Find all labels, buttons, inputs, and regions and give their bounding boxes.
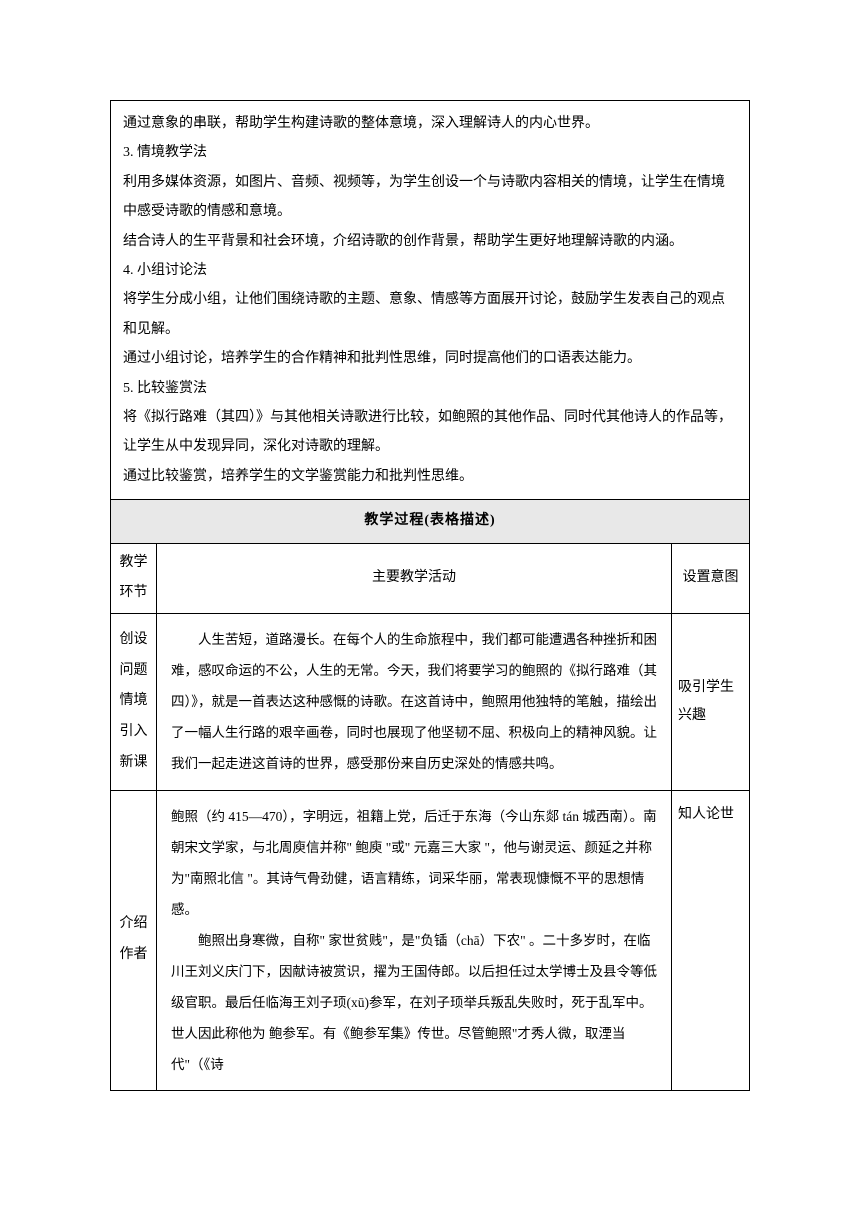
methods-row: 通过意象的串联，帮助学生构建诗歌的整体意境，深入理解诗人的内心世界。 3. 情境…	[111, 101, 750, 500]
purpose-cell-intro: 吸引学生兴趣	[672, 614, 750, 790]
col-header-purpose: 设置意图	[672, 543, 750, 614]
stage-cell-intro: 创设问题情境引入新课	[111, 614, 157, 790]
col-header-activity: 主要教学活动	[157, 543, 672, 614]
method-para: 通过意象的串联，帮助学生构建诗歌的整体意境，深入理解诗人的内心世界。	[123, 109, 737, 138]
lesson-plan-table: 通过意象的串联，帮助学生构建诗歌的整体意境，深入理解诗人的内心世界。 3. 情境…	[110, 100, 750, 1091]
activity-cell-author: 鲍照（约 415—470），字明远，祖籍上党，后迁于东海（今山东郯 tán 城西…	[157, 790, 672, 1090]
col-header-stage: 教学环节	[111, 543, 157, 614]
section-header-cell: 教学过程(表格描述)	[111, 500, 750, 544]
table-row-intro: 创设问题情境引入新课 人生苦短，道路漫长。在每个人的生命旅程中，我们都可能遭遇各…	[111, 614, 750, 790]
method-para: 通过比较鉴赏，培养学生的文学鉴赏能力和批判性思维。	[123, 462, 737, 491]
table-row-author: 介绍作者 鲍照（约 415—470），字明远，祖籍上党，后迁于东海（今山东郯 t…	[111, 790, 750, 1090]
method-para: 利用多媒体资源，如图片、音频、视频等，为学生创设一个与诗歌内容相关的情境，让学生…	[123, 168, 737, 227]
method-title-4: 4. 小组讨论法	[123, 256, 737, 285]
method-title-3: 3. 情境教学法	[123, 138, 737, 167]
method-para: 将学生分成小组，让他们围绕诗歌的主题、意象、情感等方面展开讨论，鼓励学生发表自己…	[123, 285, 737, 344]
section-header-row: 教学过程(表格描述)	[111, 500, 750, 544]
activity-text: 鲍照（约 415—470），字明远，祖籍上党，后迁于东海（今山东郯 tán 城西…	[171, 801, 657, 925]
activity-text: 鲍照出身寒微，自称" 家世贫贱"，是"负锸（chā）下农" 。二十多岁时，在临川…	[171, 925, 657, 1080]
method-title-5: 5. 比较鉴赏法	[123, 374, 737, 403]
activity-text: 人生苦短，道路漫长。在每个人的生命旅程中，我们都可能遭遇各种挫折和困难，感叹命运…	[171, 624, 657, 779]
method-para: 结合诗人的生平背景和社会环境，介绍诗歌的创作背景，帮助学生更好地理解诗歌的内涵。	[123, 227, 737, 256]
teaching-methods-cell: 通过意象的串联，帮助学生构建诗歌的整体意境，深入理解诗人的内心世界。 3. 情境…	[111, 101, 750, 500]
column-header-row: 教学环节 主要教学活动 设置意图	[111, 543, 750, 614]
purpose-cell-author: 知人论世	[672, 790, 750, 1090]
method-para: 通过小组讨论，培养学生的合作精神和批判性思维，同时提高他们的口语表达能力。	[123, 344, 737, 373]
activity-cell-intro: 人生苦短，道路漫长。在每个人的生命旅程中，我们都可能遭遇各种挫折和困难，感叹命运…	[157, 614, 672, 790]
method-para: 将《拟行路难（其四）》与其他相关诗歌进行比较，如鲍照的其他作品、同时代其他诗人的…	[123, 403, 737, 462]
stage-cell-author: 介绍作者	[111, 790, 157, 1090]
